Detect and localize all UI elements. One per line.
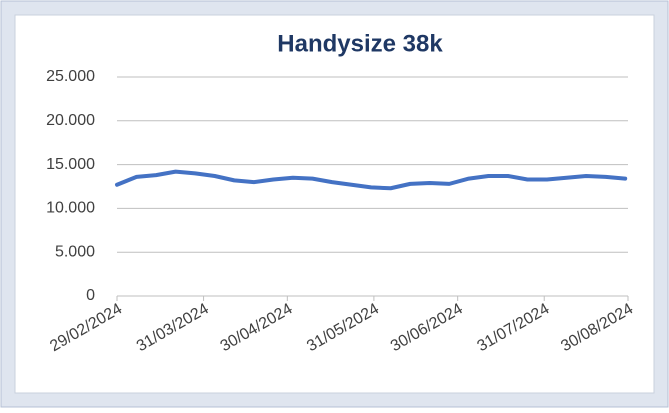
chart-title: Handysize 38k (277, 30, 443, 57)
y-tick-label: 25.000 (46, 68, 95, 85)
y-tick-label: 5.000 (55, 243, 95, 260)
plot-background (14, 14, 655, 394)
y-tick-label: 0 (86, 287, 95, 304)
y-tick-label: 20.000 (46, 112, 95, 129)
y-tick-label: 10.000 (46, 200, 95, 217)
y-tick-label: 15.000 (46, 156, 95, 173)
line-series (115, 169, 628, 191)
